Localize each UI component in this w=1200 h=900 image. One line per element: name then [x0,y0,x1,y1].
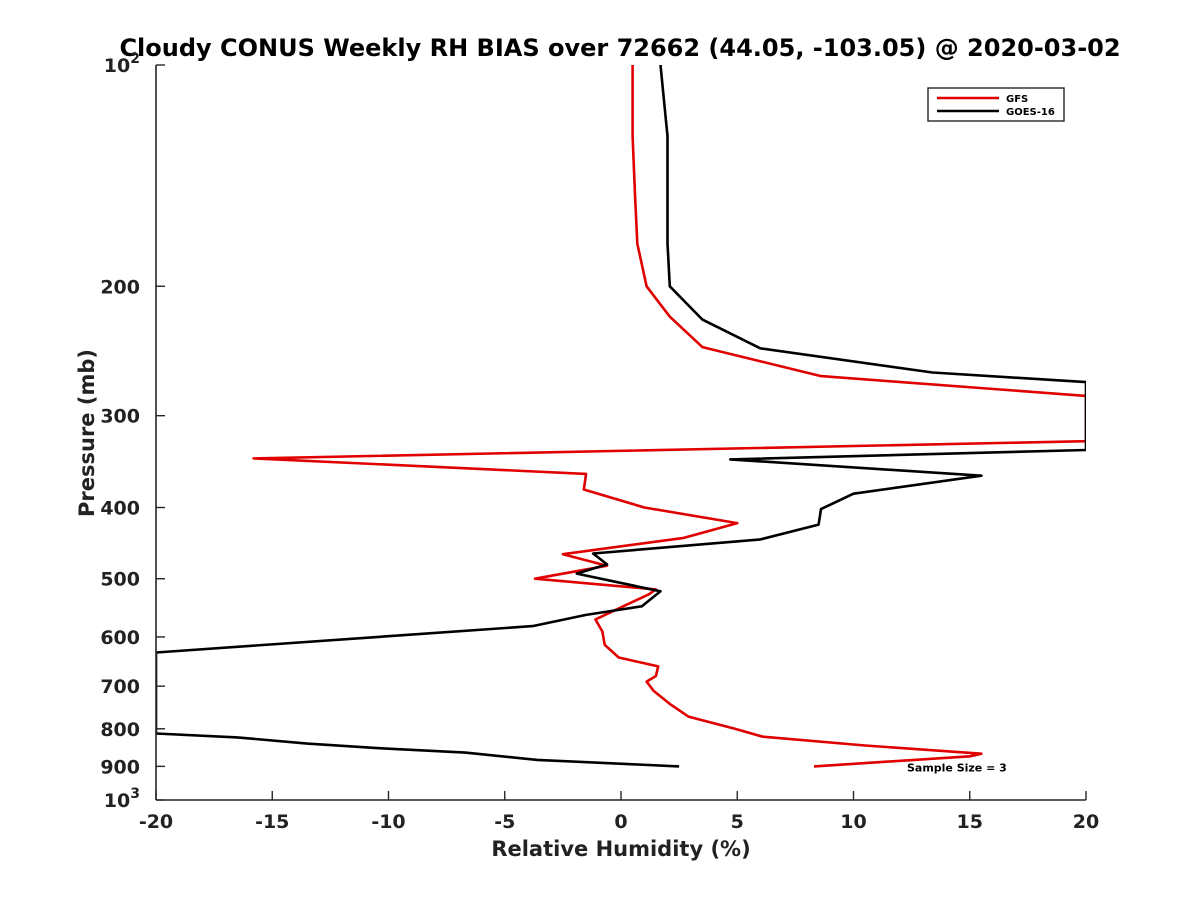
y-tick-label: 700 [100,676,140,698]
y-axis-label: Pressure (mb) [75,349,99,517]
x-tick-label: -10 [371,811,405,833]
legend-label: GFS [1006,94,1028,105]
legend-label: GOES-16 [1006,107,1055,118]
x-tick-label: 20 [1073,811,1099,833]
legend-box [927,87,1065,122]
x-tick-label: -5 [494,811,515,833]
series-line-goes-16 [156,65,1086,768]
y-tick-label: 900 [100,756,140,778]
y-tick-label: 600 [100,627,140,649]
y-tick-label: 102 [104,51,140,77]
y-tick-label: 800 [100,719,140,741]
y-tick-label: 300 [100,406,140,428]
y-tick-label: 500 [100,569,140,591]
series-line-gfs [252,65,1086,768]
y-tick-label: 400 [100,498,140,520]
y-tick-label: 200 [100,276,140,298]
legend: GFS GOES-16 [927,87,1065,122]
chart-title: Cloudy CONUS Weekly RH BIAS over 72662 (… [119,34,1120,62]
x-tick-label: 5 [731,811,744,833]
sample-size-annotation: Sample Size = 3 [907,761,1007,774]
x-tick-label: 0 [614,811,627,833]
x-tick-label: 15 [957,811,983,833]
x-axis-label: Relative Humidity (%) [491,837,750,861]
x-tick-label: -15 [255,811,289,833]
x-tick-label: -20 [139,811,173,833]
x-tick-label: 10 [840,811,866,833]
plot-area: -20 -15 -10 -5 0 5 10 15 20 102 200 300 400 500 600 700… [100,51,1099,833]
y-tick-label: 103 [104,786,140,812]
